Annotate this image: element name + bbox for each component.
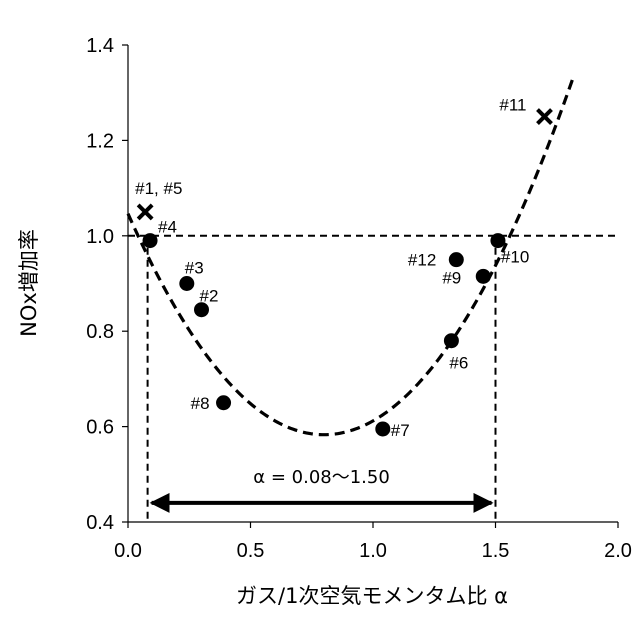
x-axis-title: ガス/1次空気モメンタム比 α	[236, 584, 508, 608]
y-tick-label: 1.2	[86, 130, 114, 152]
y-tick-label: 1.0	[86, 226, 114, 248]
y-tick-label: 0.6	[86, 417, 114, 439]
data-point	[444, 333, 459, 348]
y-axis-title: NOx増加率	[17, 229, 41, 337]
x-tick-label: 1.5	[482, 540, 510, 562]
point-label: #4	[158, 218, 177, 237]
cross-marker	[138, 205, 152, 219]
data-point	[179, 276, 194, 291]
y-tick-label: 0.4	[86, 512, 114, 534]
y-tick-label: 0.8	[86, 321, 114, 343]
range-annotation-label: α = 0.08～1.50	[253, 467, 390, 488]
point-label: #12	[408, 251, 436, 270]
point-label: #7	[391, 421, 410, 440]
point-label: #11	[499, 96, 526, 115]
x-tick-label: 0.0	[114, 540, 142, 562]
point-label: #6	[449, 354, 468, 373]
x-tick-label: 1.0	[359, 540, 387, 562]
point-label: #9	[442, 268, 461, 287]
data-point	[143, 233, 158, 248]
x-tick-label: 2.0	[604, 540, 632, 562]
point-label: #3	[185, 259, 204, 278]
data-point	[375, 421, 390, 436]
point-label: #1, #5	[135, 179, 182, 198]
point-label: #8	[191, 394, 210, 413]
x-tick-label: 0.5	[237, 540, 265, 562]
range-annotation: α = 0.08～1.50	[152, 467, 492, 503]
data-point	[476, 269, 491, 284]
cross-marker	[538, 110, 552, 124]
point-label: #2	[200, 287, 219, 306]
data-point	[490, 233, 505, 248]
data-points: #4 #3 #2 #8 #7 #6 #12 #9 #10 #1, #5 #11	[135, 96, 551, 440]
y-tick-label: 1.4	[86, 35, 114, 57]
point-label: #10	[501, 248, 529, 267]
data-point	[216, 395, 231, 410]
data-point	[449, 252, 464, 267]
